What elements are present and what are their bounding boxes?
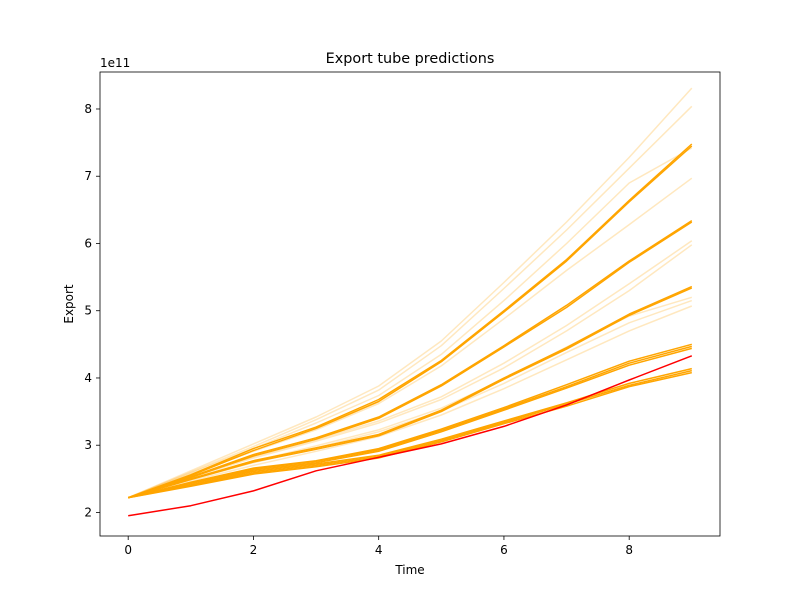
x-tick-label: 6 (500, 543, 508, 557)
x-tick-label: 4 (375, 543, 383, 557)
series-line-pred-light-9 (128, 305, 693, 499)
series-line-pred-2 (127, 145, 693, 499)
series-line-pred-9 (128, 347, 692, 499)
series-line-pred-11 (128, 369, 692, 499)
y-tick-label: 5 (84, 304, 92, 318)
series-line-pred-1 (127, 143, 693, 499)
y-tick-label: 4 (84, 371, 92, 385)
series-line-pred-light-3 (127, 147, 693, 499)
x-tick-label: 0 (124, 543, 132, 557)
x-tick-label: 2 (250, 543, 258, 557)
series-line-pred-3 (127, 219, 693, 499)
series-line-pred-light-1 (127, 87, 693, 499)
series-line-actual (128, 355, 693, 517)
series-layer (127, 87, 693, 517)
y-tick-label: 2 (84, 505, 92, 519)
y-axis-label: Export (62, 284, 76, 324)
x-tick-label: 8 (625, 543, 633, 557)
y-axis-offset-label: 1e11 (100, 56, 130, 70)
series-line-pred-8 (128, 345, 692, 499)
y-tick-label: 8 (84, 102, 92, 116)
series-line-pred-6 (127, 287, 693, 499)
series-line-pred-light-6 (127, 244, 693, 499)
y-axis: 2 3 4 5 6 7 8 (84, 102, 100, 519)
series-line-pred-light-2 (127, 105, 693, 499)
chart-title: Export tube predictions (326, 51, 495, 67)
x-axis: 0 2 4 6 8 (124, 536, 633, 557)
series-line-pred-5 (127, 285, 693, 499)
plot-frame (99, 71, 721, 537)
x-axis-label: Time (394, 563, 424, 577)
series-line-pred-4 (127, 221, 693, 499)
y-tick-label: 6 (84, 236, 92, 250)
y-tick-label: 3 (84, 438, 92, 452)
y-tick-label: 7 (84, 169, 92, 183)
